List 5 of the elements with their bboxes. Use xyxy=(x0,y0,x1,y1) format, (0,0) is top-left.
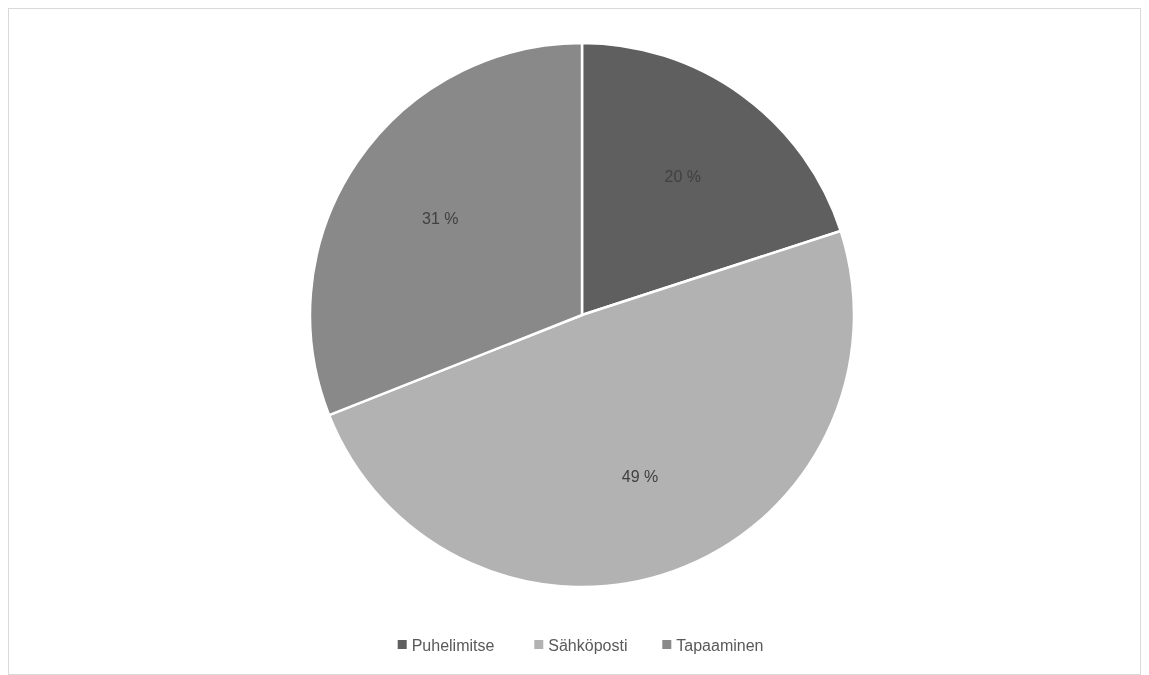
legend-label: Sähköposti xyxy=(548,636,628,654)
data-label: 31 % xyxy=(422,210,459,228)
legend-label: Tapaaminen xyxy=(676,636,764,654)
data-label: 49 % xyxy=(621,467,659,485)
legend-label: Puhelimitse xyxy=(411,636,495,654)
